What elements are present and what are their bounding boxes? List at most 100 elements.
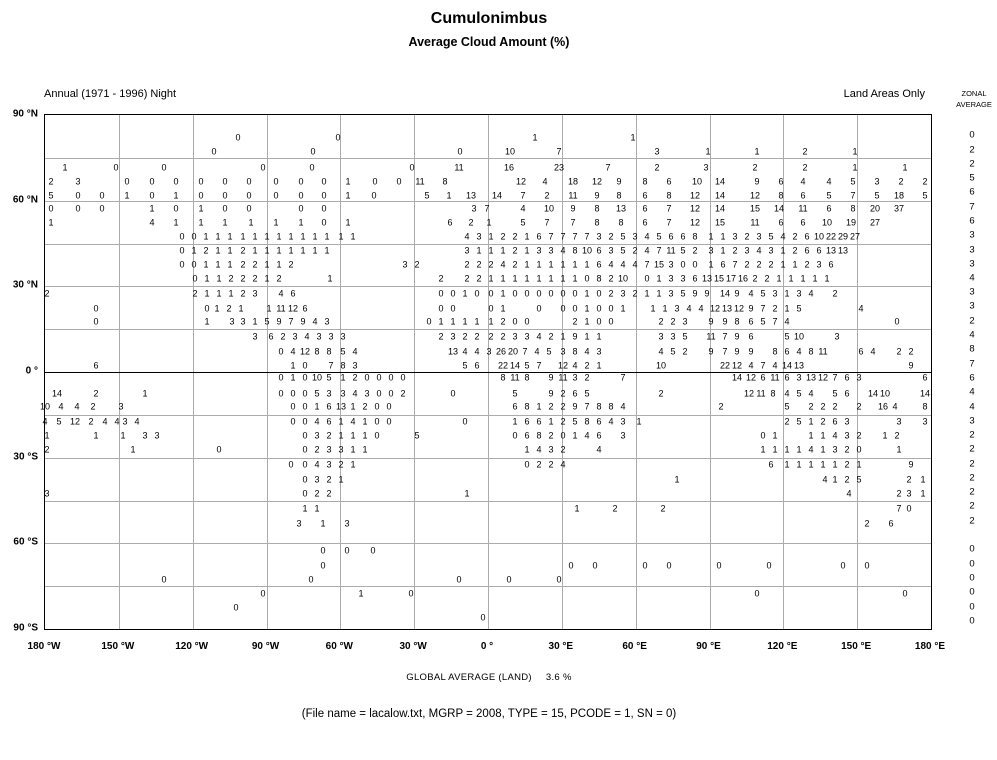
- zonal-average-value: 6: [969, 215, 975, 227]
- cell-value: 1: [228, 288, 234, 299]
- cell-value: 4: [350, 416, 356, 427]
- cell-value: 5: [850, 176, 856, 187]
- cell-value: 0: [93, 303, 99, 314]
- cell-value: 1: [120, 430, 126, 441]
- cell-value: 9: [748, 303, 754, 314]
- cell-value: 3: [229, 316, 235, 327]
- cell-value: 1: [264, 231, 270, 242]
- cell-value: 2: [288, 259, 294, 270]
- cell-value: 3: [620, 288, 626, 299]
- cell-value: 0: [298, 176, 304, 187]
- cell-value: 1: [266, 303, 272, 314]
- cell-value: 1: [276, 245, 282, 256]
- cell-value: 3: [796, 372, 802, 383]
- cell-value: 1: [252, 316, 258, 327]
- cell-value: 7: [772, 316, 778, 327]
- cell-value: 13: [721, 303, 733, 314]
- cell-value: 14: [773, 203, 785, 214]
- cell-value: 1: [536, 401, 542, 412]
- cell-value: 0: [93, 316, 99, 327]
- cell-value: 7: [544, 217, 550, 228]
- cell-value: 9: [276, 316, 282, 327]
- cell-value: 10: [581, 245, 593, 256]
- cell-value: 18: [893, 190, 905, 201]
- cell-value: 1: [754, 146, 760, 157]
- cell-value: 3: [620, 416, 626, 427]
- cell-value: 9: [548, 388, 554, 399]
- cell-value: 0: [161, 574, 167, 585]
- file-info-label: (File name = lacalow.txt, MGRP = 2008, T…: [301, 708, 677, 720]
- cell-value: 7: [832, 372, 838, 383]
- cell-value: 0: [536, 288, 542, 299]
- cell-value: 6: [668, 231, 674, 242]
- cell-value: 2: [802, 146, 808, 157]
- zonal-average-value: 2: [969, 458, 975, 470]
- zonal-average-value: 2: [969, 158, 975, 170]
- cell-value: 2: [314, 488, 320, 499]
- cell-value: 7: [605, 162, 611, 173]
- cell-value: 1: [227, 231, 233, 242]
- cell-value: 3: [832, 444, 838, 455]
- cell-value: 3: [326, 459, 332, 470]
- zonal-average-value: 7: [969, 358, 975, 370]
- cell-value: 4: [784, 316, 790, 327]
- cell-value: 2: [772, 303, 778, 314]
- cell-value: 1: [173, 190, 179, 201]
- cell-value: 8: [596, 273, 602, 284]
- cell-value: 1: [350, 459, 356, 470]
- lon-tick-label: 180 °E: [914, 641, 946, 652]
- cell-value: 0: [75, 203, 81, 214]
- cell-value: 1: [488, 245, 494, 256]
- cell-value: 4: [500, 259, 506, 270]
- parallel-gridline: [45, 500, 931, 502]
- cell-value: 1: [548, 416, 554, 427]
- cell-value: 6: [326, 416, 332, 427]
- cell-value: 0: [211, 146, 217, 157]
- cell-value: 2: [608, 273, 614, 284]
- cell-value: 1: [902, 162, 908, 173]
- cell-value: 0: [560, 288, 566, 299]
- cell-value: 1: [320, 518, 326, 529]
- cell-value: 1: [264, 245, 270, 256]
- cell-value: 0: [321, 176, 327, 187]
- cell-value: 1: [252, 245, 258, 256]
- page-title: Cumulonimbus: [430, 10, 548, 27]
- cell-value: 9: [734, 288, 740, 299]
- cell-value: 3: [326, 444, 332, 455]
- cell-value: 1: [536, 273, 542, 284]
- cell-value: 1: [312, 231, 318, 242]
- cell-value: 4: [608, 259, 614, 270]
- cell-value: 0: [222, 203, 228, 214]
- cell-value: 9: [572, 401, 578, 412]
- cell-value: 4: [892, 401, 898, 412]
- cell-value: 1: [524, 231, 530, 242]
- cell-value: 2: [240, 273, 246, 284]
- cell-value: 1: [48, 217, 54, 228]
- cell-value: 3: [44, 488, 50, 499]
- cell-value: 12: [557, 360, 569, 371]
- cell-value: 2: [488, 259, 494, 270]
- cell-value: 4: [584, 430, 590, 441]
- cell-value: 4: [796, 346, 802, 357]
- cell-value: 8: [734, 316, 740, 327]
- cell-value: 4: [846, 488, 852, 499]
- cell-value: 2: [314, 444, 320, 455]
- cell-value: 4: [748, 360, 754, 371]
- cell-value: 6: [784, 372, 790, 383]
- cell-value: 0: [335, 132, 341, 143]
- cell-value: 1: [662, 303, 668, 314]
- cell-value: 2: [548, 430, 554, 441]
- cell-value: 5: [796, 388, 802, 399]
- cell-value: 3: [252, 331, 258, 342]
- cell-value: 2: [660, 503, 666, 514]
- cell-value: 2: [240, 288, 246, 299]
- cell-value: 1: [198, 217, 204, 228]
- cell-value: 2: [476, 273, 482, 284]
- cell-value: 0: [560, 430, 566, 441]
- cell-value: 0: [456, 574, 462, 585]
- cell-value: 1: [708, 231, 714, 242]
- cell-value: 11: [568, 190, 578, 201]
- cell-value: 13: [465, 190, 477, 201]
- cell-value: 8: [808, 346, 814, 357]
- cell-value: 1: [796, 444, 802, 455]
